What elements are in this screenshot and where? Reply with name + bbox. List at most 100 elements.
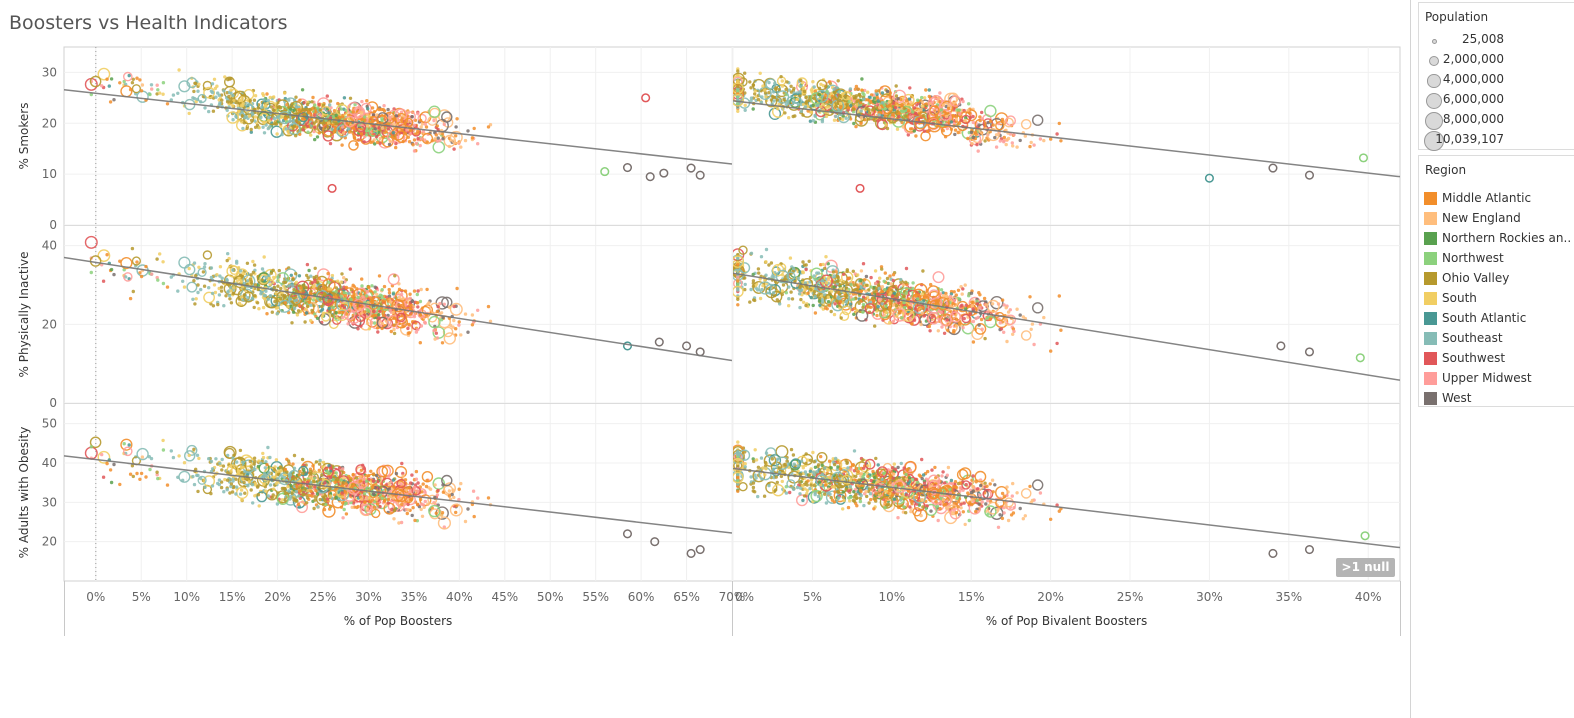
scatter-point: [934, 300, 938, 304]
scatter-point: [875, 96, 880, 100]
scatter-point: [452, 304, 456, 309]
scatter-point: [457, 320, 461, 324]
scatter-point: [241, 271, 245, 275]
scatter-point: [824, 114, 829, 119]
scatter-point: [927, 97, 941, 110]
scatter-point: [272, 275, 276, 280]
scatter-point: [109, 77, 114, 81]
scatter-point: [990, 296, 1004, 310]
scatter-point: [883, 107, 887, 111]
scatter-point: [388, 300, 393, 304]
scatter-point: [429, 302, 441, 314]
scatter-point: [336, 279, 340, 283]
scatter-point: [763, 91, 768, 95]
scatter-point: [964, 303, 968, 308]
scatter-point: [299, 286, 303, 290]
scatter-point: [196, 290, 200, 295]
scatter-point: [872, 106, 876, 111]
scatter-point: [183, 263, 196, 276]
scatter-point: [313, 113, 317, 117]
scatter-point-highlight: [1276, 341, 1286, 351]
scatter-point: [736, 275, 740, 279]
scatter-point: [360, 110, 364, 115]
scatter-point: [294, 134, 298, 138]
scatter-point: [109, 267, 114, 272]
scatter-point: [380, 126, 385, 130]
scatter-point: [251, 259, 255, 264]
scatter-point: [382, 284, 387, 289]
scatter-point: [301, 289, 305, 293]
scatter-point: [770, 275, 774, 279]
scatter-point: [902, 294, 906, 298]
scatter-point: [861, 305, 865, 310]
scatter-point: [266, 126, 270, 131]
scatter-point: [193, 302, 197, 306]
scatter-point: [852, 94, 856, 99]
scatter-point: [783, 277, 787, 281]
scatter-point: [392, 327, 396, 332]
scatter-point: [215, 273, 219, 277]
scatter-point: [309, 303, 313, 307]
scatter-point: [327, 287, 331, 291]
scatter-point: [391, 127, 405, 141]
scatter-point: [226, 264, 239, 278]
scatter-point: [368, 289, 373, 293]
scatter-point: [321, 103, 326, 107]
scatter-point: [388, 308, 392, 312]
scatter-point: [165, 285, 170, 289]
scatter-point: [276, 284, 280, 288]
scatter-point: [967, 102, 971, 106]
scatter-point: [871, 296, 875, 300]
scatter-point: [892, 89, 907, 104]
scatter-point: [880, 267, 884, 271]
scatter-point: [875, 313, 879, 318]
scatter-point: [377, 316, 381, 320]
scatter-point: [983, 336, 987, 341]
scatter-point: [803, 281, 808, 285]
scatter-point: [443, 332, 456, 345]
scatter-point: [341, 315, 345, 320]
scatter-point: [957, 121, 962, 125]
scatter-point: [412, 123, 416, 128]
scatter-point: [330, 127, 334, 131]
scatter-point: [360, 311, 364, 315]
scatter-point: [342, 131, 346, 135]
scatter-point: [213, 290, 218, 295]
scatter-point: [326, 271, 330, 276]
scatter-point: [272, 95, 276, 99]
scatter-point: [393, 274, 397, 278]
scatter-point: [844, 286, 848, 290]
scatter-point: [914, 111, 918, 116]
scatter-point: [375, 292, 379, 297]
scatter-point: [962, 316, 966, 321]
scatter-point: [946, 328, 950, 332]
y-axis-label: % Smokers: [17, 103, 31, 170]
scatter-point: [246, 296, 250, 300]
x-tick-label: 40%: [1355, 590, 1382, 604]
scatter-point: [865, 283, 869, 287]
scatter-point: [421, 314, 426, 318]
scatter-point: [378, 293, 383, 297]
scatter-point: [340, 310, 345, 315]
scatter-point: [834, 270, 839, 274]
scatter-point: [780, 289, 784, 293]
scatter-point: [249, 127, 253, 132]
scatter-point: [990, 302, 995, 306]
scatter-point: [827, 303, 832, 308]
scatter-point: [315, 280, 320, 284]
scatter-point: [327, 121, 331, 125]
scatter-point: [442, 525, 446, 529]
scatter-point: [961, 313, 971, 324]
scatter-point: [270, 310, 274, 314]
scatter-point: [375, 300, 379, 304]
scatter-point: [380, 321, 385, 326]
scatter-point: [302, 112, 307, 116]
scatter-point-highlight: [600, 167, 610, 177]
scatter-point: [880, 302, 884, 306]
scatter-point: [836, 79, 840, 83]
scatter-point: [799, 84, 803, 89]
scatter-point: [194, 274, 198, 278]
scatter-point: [1030, 322, 1035, 326]
scatter-point: [891, 113, 895, 117]
